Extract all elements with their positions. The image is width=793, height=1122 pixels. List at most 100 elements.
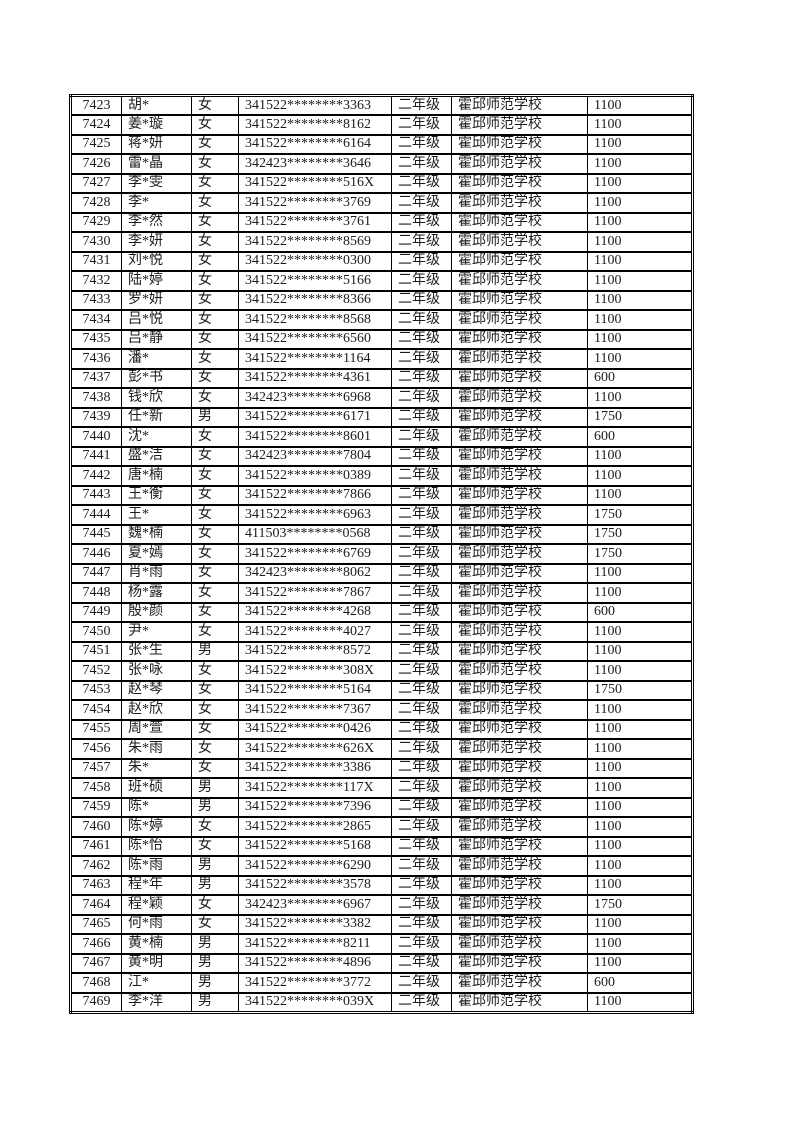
- cell-gender: 女: [191, 504, 239, 526]
- cell-amount: 1100: [587, 699, 693, 721]
- cell-name: 朱*: [121, 757, 192, 779]
- cell-grade: 二年级: [391, 114, 452, 136]
- table-row: 7462 陈*雨男 341522********6290 二年级 霍邱师范学校 1100: [70, 855, 693, 877]
- cell-serial: 7453: [70, 679, 122, 701]
- cell-school: 霍邱师范学校: [451, 367, 588, 389]
- cell-grade: 二年级: [391, 757, 452, 779]
- cell-school: 霍邱师范学校: [451, 757, 588, 779]
- table-row: 7466 黄*楠男 341522********8211 二年级 霍邱师范学校 1100: [70, 933, 693, 955]
- cell-gender: 女: [191, 231, 239, 253]
- cell-school: 霍邱师范学校: [451, 991, 588, 1013]
- table-row: 7430 李*妍女 341522********8569 二年级 霍邱师范学校 1100: [70, 231, 693, 253]
- cell-serial: 7466: [70, 933, 122, 955]
- cell-school: 霍邱师范学校: [451, 718, 588, 740]
- cell-name: 李*洋: [121, 991, 192, 1013]
- cell-school: 霍邱师范学校: [451, 640, 588, 662]
- cell-school: 霍邱师范学校: [451, 679, 588, 701]
- cell-school: 霍邱师范学校: [451, 211, 588, 233]
- cell-id-number: 341522********6769: [238, 543, 392, 565]
- cell-amount: 1750: [587, 679, 693, 701]
- table-row: 7465 何*雨女 341522********3382 二年级 霍邱师范学校 1100: [70, 913, 693, 935]
- cell-grade: 二年级: [391, 387, 452, 409]
- cell-serial: 7456: [70, 738, 122, 760]
- cell-grade: 二年级: [391, 718, 452, 740]
- cell-grade: 二年级: [391, 933, 452, 955]
- cell-school: 霍邱师范学校: [451, 406, 588, 428]
- cell-gender: 男: [191, 874, 239, 896]
- cell-amount: 600: [587, 601, 693, 623]
- cell-serial: 7449: [70, 601, 122, 623]
- cell-school: 霍邱师范学校: [451, 855, 588, 877]
- cell-amount: 1100: [587, 874, 693, 896]
- cell-grade: 二年级: [391, 835, 452, 857]
- cell-grade: 二年级: [391, 855, 452, 877]
- cell-serial: 7457: [70, 757, 122, 779]
- cell-school: 霍邱师范学校: [451, 913, 588, 935]
- cell-name: 殷*颜: [121, 601, 192, 623]
- cell-name: 程*年: [121, 874, 192, 896]
- cell-gender: 男: [191, 855, 239, 877]
- table-row: 7429 李*然女 341522********3761 二年级 霍邱师范学校 1100: [70, 211, 693, 233]
- cell-gender: 女: [191, 562, 239, 584]
- cell-id-number: 341522********3772: [238, 972, 392, 994]
- cell-amount: 1100: [587, 211, 693, 233]
- cell-school: 霍邱师范学校: [451, 699, 588, 721]
- cell-grade: 二年级: [391, 972, 452, 994]
- cell-school: 霍邱师范学校: [451, 601, 588, 623]
- cell-gender: 女: [191, 133, 239, 155]
- cell-id-number: 342423********3646: [238, 153, 392, 175]
- cell-grade: 二年级: [391, 894, 452, 916]
- table-row: 7443 王*衡女 341522********7866 二年级 霍邱师范学校 1100: [70, 484, 693, 506]
- cell-school: 霍邱师范学校: [451, 660, 588, 682]
- cell-serial: 7431: [70, 250, 122, 272]
- cell-name: 任*新: [121, 406, 192, 428]
- cell-id-number: 341522********2865: [238, 816, 392, 838]
- cell-grade: 二年级: [391, 543, 452, 565]
- cell-gender: 男: [191, 406, 239, 428]
- cell-amount: 1100: [587, 465, 693, 487]
- cell-name: 江*: [121, 972, 192, 994]
- cell-serial: 7442: [70, 465, 122, 487]
- cell-school: 霍邱师范学校: [451, 874, 588, 896]
- table-row: 7461 陈*怡女 341522********5168 二年级 霍邱师范学校 1100: [70, 835, 693, 857]
- cell-name: 胡*: [121, 94, 192, 116]
- cell-name: 尹*: [121, 621, 192, 643]
- cell-id-number: 341522********7867: [238, 582, 392, 604]
- cell-school: 霍邱师范学校: [451, 582, 588, 604]
- cell-grade: 二年级: [391, 445, 452, 467]
- cell-amount: 1100: [587, 231, 693, 253]
- cell-gender: 女: [191, 699, 239, 721]
- table-row: 7432 陆*婷女 341522********5166 二年级 霍邱师范学校 1100: [70, 270, 693, 292]
- cell-grade: 二年级: [391, 991, 452, 1013]
- cell-amount: 1100: [587, 328, 693, 350]
- cell-name: 李*然: [121, 211, 192, 233]
- cell-serial: 7432: [70, 270, 122, 292]
- cell-school: 霍邱师范学校: [451, 114, 588, 136]
- cell-serial: 7426: [70, 153, 122, 175]
- cell-school: 霍邱师范学校: [451, 328, 588, 350]
- cell-grade: 二年级: [391, 270, 452, 292]
- cell-amount: 1100: [587, 913, 693, 935]
- cell-amount: 1100: [587, 757, 693, 779]
- cell-name: 蒋*妍: [121, 133, 192, 155]
- cell-school: 霍邱师范学校: [451, 796, 588, 818]
- cell-grade: 二年级: [391, 699, 452, 721]
- cell-name: 黄*楠: [121, 933, 192, 955]
- cell-gender: 女: [191, 582, 239, 604]
- table-row: 7434 吕*悦女 341522********8568 二年级 霍邱师范学校 1100: [70, 309, 693, 331]
- cell-gender: 女: [191, 445, 239, 467]
- cell-gender: 男: [191, 640, 239, 662]
- cell-amount: 1100: [587, 582, 693, 604]
- cell-amount: 1750: [587, 504, 693, 526]
- cell-name: 钱*欣: [121, 387, 192, 409]
- cell-id-number: 341522********3761: [238, 211, 392, 233]
- cell-school: 霍邱师范学校: [451, 952, 588, 974]
- cell-amount: 1100: [587, 270, 693, 292]
- cell-id-number: 341522********8568: [238, 309, 392, 331]
- cell-id-number: 341522********7396: [238, 796, 392, 818]
- cell-serial: 7423: [70, 94, 122, 116]
- cell-school: 霍邱师范学校: [451, 289, 588, 311]
- cell-name: 肖*雨: [121, 562, 192, 584]
- cell-amount: 600: [587, 972, 693, 994]
- cell-gender: 女: [191, 894, 239, 916]
